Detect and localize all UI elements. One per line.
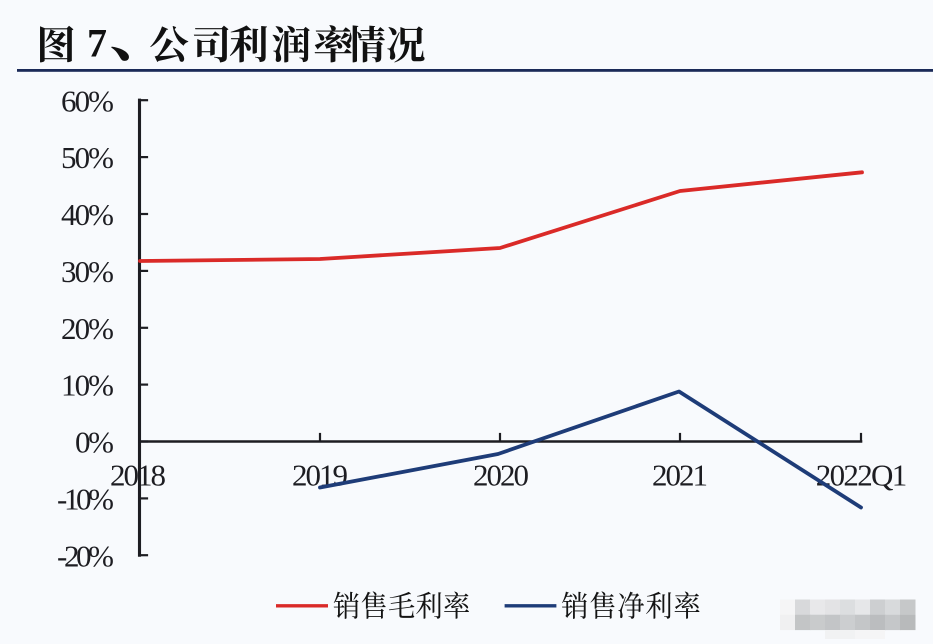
svg-text:30%: 30% (61, 254, 114, 289)
svg-text:40%: 40% (61, 197, 114, 232)
svg-text:10%: 10% (61, 368, 114, 403)
svg-text:-20%: -20% (57, 538, 114, 573)
svg-text:7: 7 (87, 21, 107, 66)
svg-text:60%: 60% (61, 83, 114, 118)
svg-text:0%: 0% (75, 425, 114, 460)
svg-text:-10%: -10% (57, 482, 114, 517)
svg-text:20%: 20% (61, 311, 114, 346)
svg-text:2021: 2021 (652, 458, 708, 493)
svg-text:50%: 50% (61, 140, 114, 175)
svg-text:2020: 2020 (473, 458, 529, 493)
svg-text:2018: 2018 (110, 458, 166, 493)
